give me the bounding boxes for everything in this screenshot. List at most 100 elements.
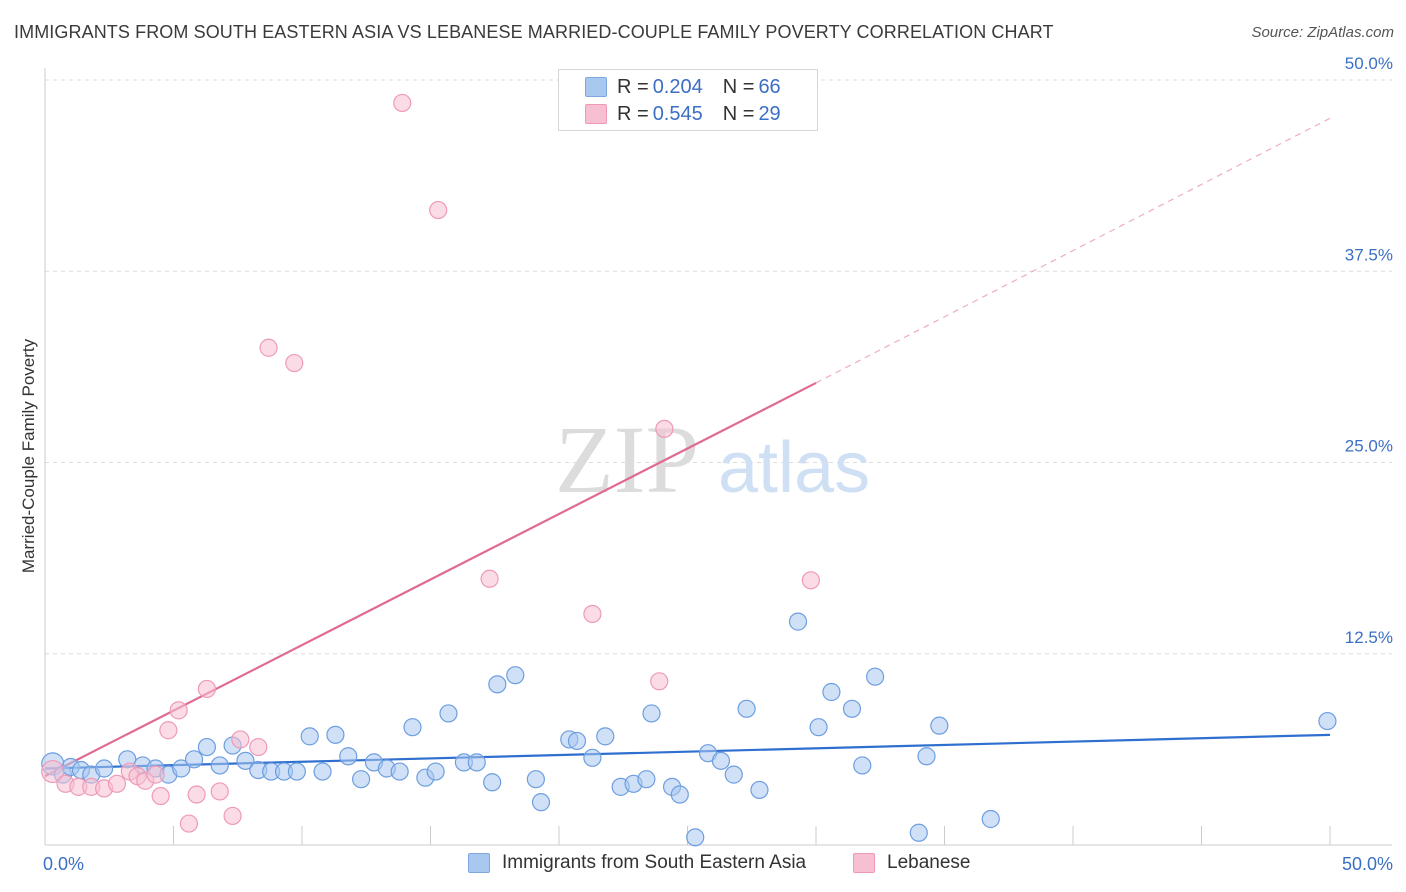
data-point-lebanese <box>480 569 499 588</box>
y-tick-label: 25.0% <box>1345 437 1393 456</box>
data-point-sea <box>426 762 445 781</box>
watermark-zip: ZIP <box>555 406 699 513</box>
series-legend-item-sea: Immigrants from South Eastern Asia <box>468 852 806 874</box>
data-point-sea <box>531 793 551 812</box>
data-point-lebanese <box>41 759 65 784</box>
legend-n-value: 29 <box>758 102 781 125</box>
data-point-sea <box>488 675 507 694</box>
legend-n-value: 66 <box>758 75 781 98</box>
data-point-sea <box>686 828 705 847</box>
data-point-lebanese <box>223 806 242 826</box>
data-point-lebanese <box>583 604 602 624</box>
series-legend-swatch-lebanese <box>853 853 875 873</box>
data-point-lebanese <box>231 730 250 749</box>
data-point-lebanese <box>179 814 199 833</box>
data-point-sea <box>567 731 587 751</box>
data-point-sea <box>670 785 689 804</box>
data-point-sea <box>390 762 409 781</box>
legend-row-lebanese: R = 0.545 N = 29 <box>585 102 781 126</box>
data-point-sea <box>326 725 345 744</box>
data-point-lebanese <box>259 338 278 357</box>
data-point-lebanese <box>393 93 412 113</box>
data-point-lebanese <box>159 721 178 740</box>
correlation-legend: R = 0.204 N = 66 R = 0.545 N = 29 <box>558 69 818 131</box>
data-point-sea <box>642 704 661 723</box>
data-point-sea <box>809 718 828 737</box>
series-legend-item-lebanese: Lebanese <box>853 852 970 874</box>
data-point-sea <box>788 612 808 631</box>
data-point-sea <box>1318 711 1337 731</box>
data-point-sea <box>483 773 502 792</box>
x-tick-label: 50.0% <box>1342 854 1393 874</box>
data-point-sea <box>596 727 615 746</box>
data-point-sea <box>822 682 841 702</box>
watermark: ZIP atlas <box>555 406 870 513</box>
data-point-lebanese <box>650 672 669 691</box>
data-point-sea <box>506 666 525 685</box>
data-point-sea <box>917 747 936 766</box>
data-point-sea <box>637 770 656 789</box>
data-point-sea <box>750 780 769 800</box>
data-point-sea <box>737 699 756 718</box>
data-point-sea <box>184 750 204 769</box>
data-point-lebanese <box>655 419 674 438</box>
y-axis-label: Married-Couple Family Poverty <box>19 338 38 573</box>
trend-extension-1 <box>815 117 1331 384</box>
data-point-sea <box>909 823 928 842</box>
data-point-lebanese <box>249 737 268 757</box>
tick-labels: 12.5% 25.0% 37.5% 50.0% 0.0% 50.0% <box>43 54 1393 874</box>
x-tick-label: 0.0% <box>43 854 84 874</box>
data-point-sea <box>352 770 371 789</box>
series-legend: Immigrants from South Eastern Asia Leban… <box>0 852 1406 876</box>
data-point-sea <box>439 704 458 723</box>
data-point-lebanese <box>429 200 448 220</box>
data-points <box>41 93 1337 847</box>
legend-r-label: R = <box>617 102 649 125</box>
data-point-lebanese <box>187 785 206 804</box>
legend-n-label: N = <box>722 102 755 125</box>
series-legend-label: Immigrants from South Eastern Asia <box>502 852 807 873</box>
data-point-sea <box>724 765 743 784</box>
data-point-sea <box>172 759 191 778</box>
y-tick-label: 37.5% <box>1345 245 1393 264</box>
y-tick-label: 12.5% <box>1345 628 1393 647</box>
data-point-sea <box>467 753 486 772</box>
data-point-lebanese <box>107 774 127 793</box>
data-point-sea <box>300 727 319 746</box>
data-point-sea <box>853 756 872 775</box>
data-point-lebanese <box>169 701 188 720</box>
data-point-sea <box>313 762 332 781</box>
data-point-lebanese <box>285 353 304 373</box>
data-point-sea <box>287 762 306 781</box>
legend-r-value: 0.545 <box>652 102 703 125</box>
data-point-sea <box>981 809 1000 829</box>
series-legend-label: Lebanese <box>887 852 971 873</box>
data-point-sea <box>210 756 229 775</box>
legend-n-label: N = <box>722 75 755 98</box>
grid-lines <box>45 79 1392 655</box>
data-point-lebanese <box>151 786 170 806</box>
source-label: Source: ZipAtlas.com <box>1251 24 1394 41</box>
data-point-sea <box>842 699 862 718</box>
data-point-sea <box>930 716 949 735</box>
trend-line-1 <box>44 381 817 778</box>
series-legend-swatch-sea <box>468 853 490 873</box>
data-point-sea <box>866 667 885 686</box>
legend-swatch-lebanese <box>585 104 607 124</box>
legend-r-value: 0.204 <box>652 75 703 98</box>
data-point-sea <box>526 770 545 789</box>
data-point-lebanese <box>197 679 217 699</box>
data-point-sea <box>236 751 255 770</box>
data-point-sea <box>339 747 358 766</box>
chart-title: IMMIGRANTS FROM SOUTH EASTERN ASIA VS LE… <box>14 22 1054 42</box>
y-tick-label: 50.0% <box>1345 54 1393 73</box>
data-point-lebanese <box>210 782 229 801</box>
legend-r-label: R = <box>617 75 649 98</box>
data-point-lebanese <box>801 571 820 590</box>
legend-row-sea: R = 0.204 N = 66 <box>585 75 781 99</box>
watermark-atlas: atlas <box>718 428 870 508</box>
data-point-lebanese <box>146 765 165 784</box>
legend-swatch-sea <box>585 77 607 97</box>
data-point-sea <box>403 718 422 737</box>
